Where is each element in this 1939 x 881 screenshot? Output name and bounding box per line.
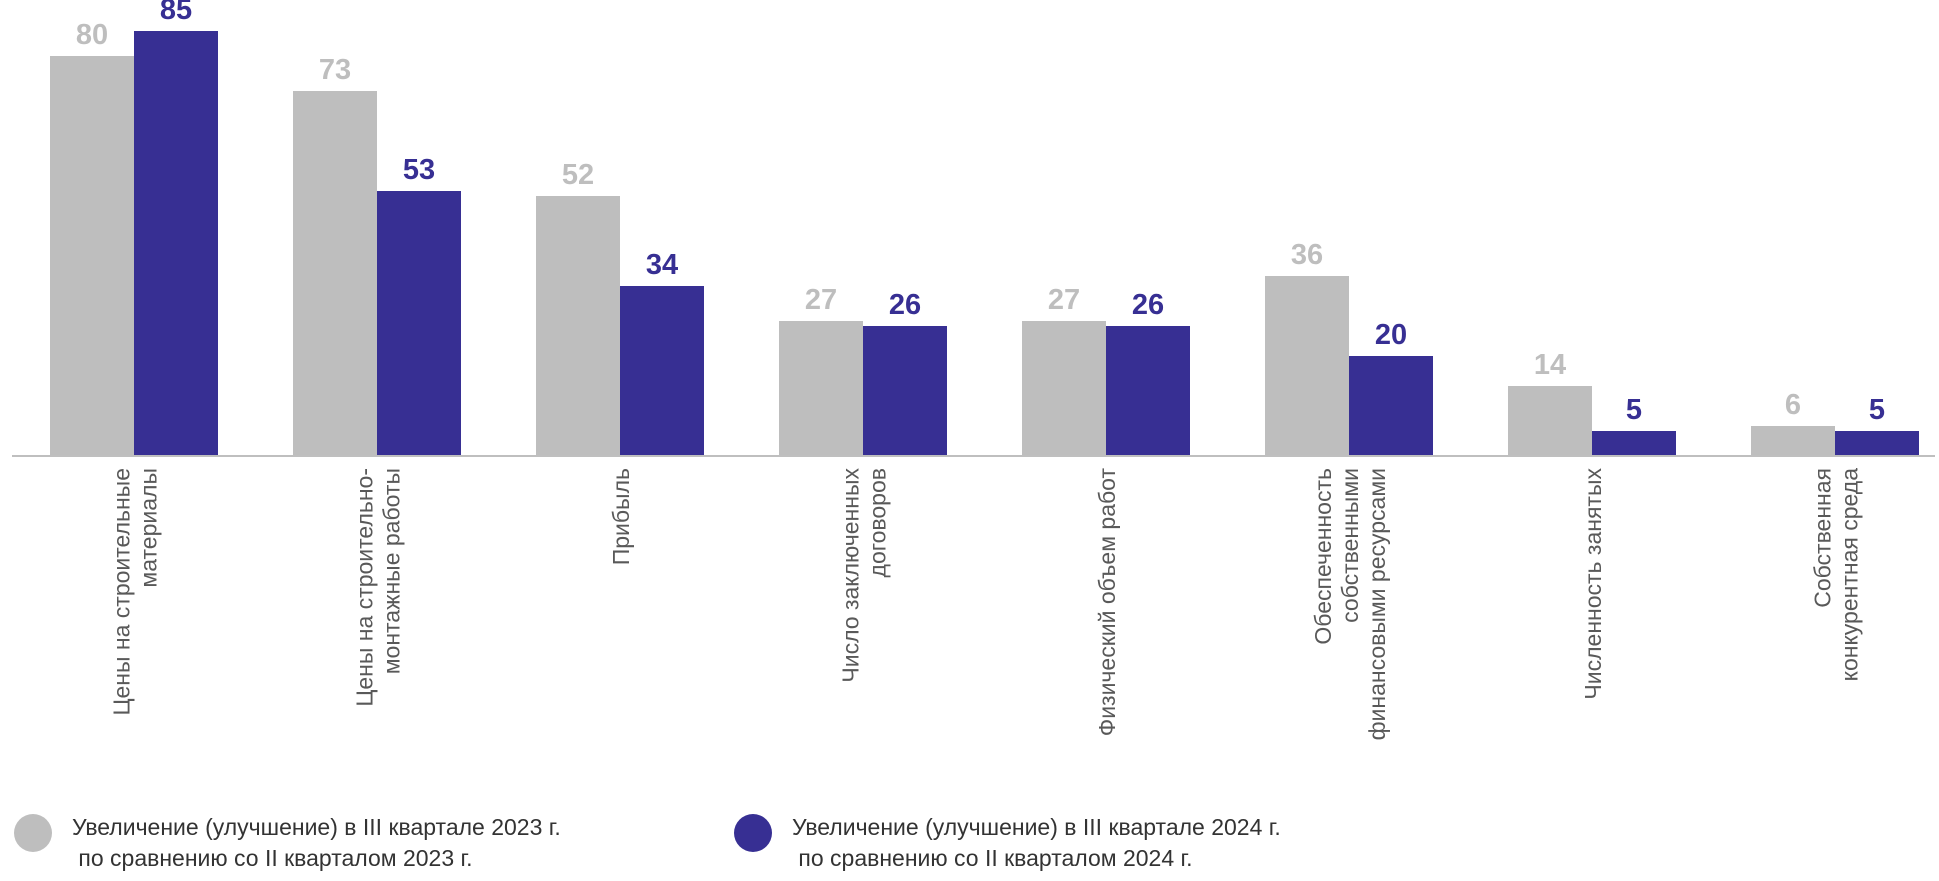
legend-label-2023-line-1: Увеличение (улучшение) в III квартале 20… bbox=[72, 814, 561, 840]
category-label-6-line-1: Обеспеченность bbox=[1310, 468, 1336, 645]
value-label-2024-1: 85 bbox=[160, 0, 192, 26]
category-label-6-line-2: собственными bbox=[1337, 468, 1363, 623]
value-label-2024-8: 5 bbox=[1869, 394, 1885, 426]
legend-label-2024-line-1: Увеличение (улучшение) в III квартале 20… bbox=[792, 814, 1281, 840]
bar-2023-2 bbox=[293, 91, 377, 456]
category-label-7: Численность занятых bbox=[1580, 468, 1606, 700]
value-label-2024-6: 20 bbox=[1375, 319, 1407, 351]
bar-2023-8 bbox=[1751, 426, 1835, 456]
value-label-2023-4: 27 bbox=[805, 284, 837, 316]
category-label-3-line-1: Прибыль bbox=[608, 468, 634, 565]
legend-marker-2024 bbox=[734, 814, 772, 852]
legend-label-2023: Увеличение (улучшение) в III квартале 20… bbox=[72, 812, 561, 874]
category-label-6-line-3: финансовыми ресурсами bbox=[1364, 468, 1390, 740]
category-label-4-line-1: Число заключенных bbox=[838, 468, 864, 683]
bar-2024-2 bbox=[377, 191, 461, 456]
bar-2024-5 bbox=[1106, 326, 1190, 456]
category-label-4: Число заключенных договоров bbox=[838, 468, 891, 683]
bar-2023-3 bbox=[536, 196, 620, 456]
category-label-1-line-2: материалы bbox=[136, 468, 162, 588]
category-label-1: Цены на строительные материалы bbox=[109, 468, 162, 716]
bar-2024-1 bbox=[134, 31, 218, 456]
value-label-2024-4: 26 bbox=[889, 289, 921, 321]
category-label-2: Цены на строительно-монтажные работы bbox=[352, 468, 405, 707]
category-label-1-line-1: Цены на строительные bbox=[109, 468, 135, 716]
category-label-2-line-2: монтажные работы bbox=[379, 468, 405, 674]
value-label-2023-1: 80 bbox=[76, 19, 108, 51]
bar-2023-6 bbox=[1265, 276, 1349, 456]
category-label-8: Собственная конкурентная среда bbox=[1810, 468, 1863, 682]
legend-label-2024-line-2: по сравнению со II кварталом 2024 г. bbox=[792, 845, 1193, 871]
value-labels-group: 80 85 73 53 52 34 27 26 27 26 36 20 14 5 6 5 bbox=[76, 0, 1885, 426]
value-label-2024-7: 5 bbox=[1626, 394, 1642, 426]
bar-2023-4 bbox=[779, 321, 863, 456]
legend-item-series-2024: Увеличение (улучшение) в III квартале 20… bbox=[734, 812, 1281, 874]
bar-2024-4 bbox=[863, 326, 947, 456]
category-label-2-line-1: Цены на строительно- bbox=[352, 468, 378, 707]
value-label-2023-7: 14 bbox=[1534, 349, 1566, 381]
value-label-2023-3: 52 bbox=[562, 159, 594, 191]
category-label-8-line-1: Собственная bbox=[1810, 468, 1836, 608]
value-label-2023-6: 36 bbox=[1291, 239, 1323, 271]
bar-2024-7 bbox=[1592, 431, 1676, 456]
bar-2024-6 bbox=[1349, 356, 1433, 456]
bar-2024-3 bbox=[620, 286, 704, 456]
category-label-6: Обеспеченность собственными финансовыми ре… bbox=[1310, 468, 1390, 740]
bar-2023-1 bbox=[50, 56, 134, 456]
legend-label-2024: Увеличение (улучшение) в III квартале 20… bbox=[792, 812, 1281, 874]
category-labels-group: Цены на строительные материалы Цены на стр… bbox=[109, 468, 1863, 741]
legend-marker-2023 bbox=[14, 814, 52, 852]
value-label-2024-5: 26 bbox=[1132, 289, 1164, 321]
value-label-2023-8: 6 bbox=[1785, 389, 1801, 421]
category-label-4-line-2: договоров bbox=[865, 468, 891, 577]
value-label-2024-3: 34 bbox=[646, 249, 678, 281]
category-label-5-line-1: Физический объем работ bbox=[1094, 468, 1120, 737]
bars-group bbox=[50, 31, 1919, 456]
category-label-5: Физический объем работ bbox=[1094, 468, 1120, 737]
value-label-2023-5: 27 bbox=[1048, 284, 1080, 316]
legend-label-2023-line-2: по сравнению со II кварталом 2023 г. bbox=[72, 845, 473, 871]
value-label-2023-2: 73 bbox=[319, 54, 351, 86]
category-label-7-line-1: Численность занятых bbox=[1580, 468, 1606, 700]
legend-item-series-2023: Увеличение (улучшение) в III квартале 20… bbox=[14, 812, 561, 874]
category-label-3: Прибыль bbox=[608, 468, 634, 565]
bar-2024-8 bbox=[1835, 431, 1919, 456]
category-label-8-line-2: конкурентная среда bbox=[1837, 468, 1863, 682]
bar-2023-7 bbox=[1508, 386, 1592, 456]
bar-2023-5 bbox=[1022, 321, 1106, 456]
value-label-2024-2: 53 bbox=[403, 154, 435, 186]
